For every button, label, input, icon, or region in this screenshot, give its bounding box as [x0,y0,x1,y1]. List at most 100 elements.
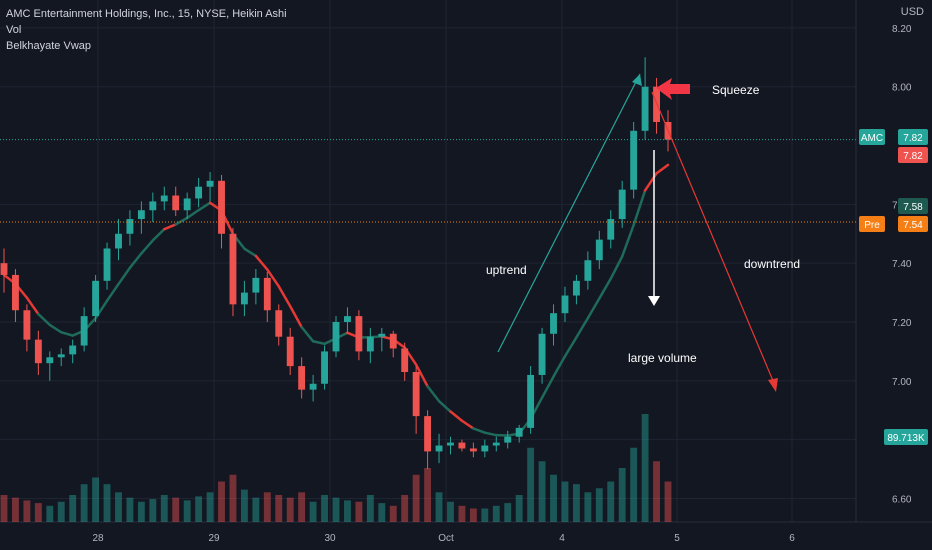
vwap-segment [48,323,63,334]
y-tick-label: 7.40 [892,259,912,270]
candle-body [504,436,512,443]
volume-bar [401,495,409,522]
candle-body [492,442,500,446]
vwap-segment [151,227,166,242]
candle-body [618,189,626,220]
volume-bar [538,461,546,522]
vwap-segment [586,297,601,320]
volume-bar [286,497,294,522]
vwap-segment [243,247,258,258]
x-tick-label: 30 [324,533,336,544]
candle-body [366,336,374,352]
candle-body [572,280,580,296]
vwap-segment [25,296,40,316]
candle-body [561,295,569,314]
uptrend-arrow [497,73,641,353]
price-value-text: 89.713K [887,433,925,444]
volume-arrowhead [648,296,660,306]
volume-bar [23,500,31,522]
currency-label: USD [900,6,924,18]
candle-body [412,372,420,417]
price-value-box [898,216,928,232]
candle-body [126,219,134,234]
vwap-segment [426,385,441,403]
volume-bar [69,495,77,522]
legend-indicator: Belkhayate Vwap [6,40,91,52]
volume-bar [149,499,157,522]
candle-body [332,322,340,352]
candle-body [137,210,145,220]
vwap-segment [288,305,303,329]
vwap-segment [449,410,464,423]
volume-bar [309,501,317,522]
vwap-segment [140,239,155,255]
vwap-segment [540,375,555,399]
volume-bar [252,497,260,522]
volume-bar [378,503,386,522]
volume-bar [595,488,603,522]
candle-body [584,260,592,281]
candle-body [298,366,306,390]
candle-body [550,313,557,334]
volume-bar [527,447,535,522]
vwap-segment [311,340,326,346]
downtrend-arrowhead [768,378,778,392]
candle-body [92,280,100,317]
candle-body [80,316,88,346]
volume-bar [160,495,168,522]
vwap-segment [266,268,281,288]
volume-bar [492,505,500,522]
volume-bar [561,481,569,522]
candle-body [195,186,203,199]
volume-bar [618,468,626,522]
volume-bar [137,501,145,522]
volume-bar [424,468,432,522]
vwap-segment [277,285,292,308]
legend-volume: Vol [6,24,22,36]
price-value-text: 7.82 [903,133,923,144]
vwap-segment [563,336,578,358]
candle-body [206,180,214,187]
vwap-segment [437,399,452,413]
price-value-box [898,147,928,163]
vwap-segment [632,189,647,227]
y-tick-label: 7.20 [892,318,912,329]
volume-bar [275,495,283,522]
price-tag-box [859,129,885,145]
vwap-segment [472,427,487,434]
candle-body [389,333,397,349]
vwap-segment [197,201,212,212]
annotation-large-volume: large volume [628,351,697,365]
volume-bar [412,474,420,522]
volume-bar [92,477,100,522]
candle-body [218,180,225,234]
candle-body [103,248,111,281]
volume-bar [240,489,248,522]
volume-bar [218,481,225,522]
price-tag-box [859,216,885,232]
vwap-segment [460,419,475,430]
volume-bar [572,484,580,522]
volume-bar [641,414,649,522]
candle-body [607,219,615,240]
candle-body [286,336,294,367]
volume-bar [126,497,134,522]
candle-body [46,357,54,364]
x-tick-label: 6 [789,533,795,544]
volume-bar [584,492,592,522]
vwap-segment [163,223,177,231]
candle-body [641,86,649,131]
volume-bar [172,497,180,522]
volume-bar [332,497,340,522]
vwap-segment [105,282,120,303]
volume-bar [435,492,443,522]
volume-bar [515,495,523,522]
price-value-text: 7.54 [903,220,923,231]
candle-body [160,195,168,202]
volume-bar [298,492,306,522]
y-tick-label: 8.00 [892,83,912,94]
vwap-segment [552,355,567,378]
candle-body [69,345,77,355]
